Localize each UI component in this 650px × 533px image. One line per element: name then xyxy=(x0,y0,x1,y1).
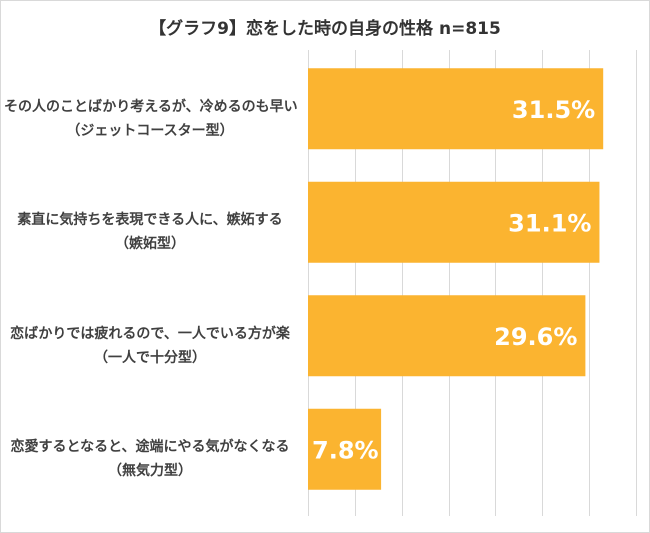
category-label-1-line2: （ジェットコースター型） xyxy=(66,123,234,139)
category-label-3-line2: （一人で十分型） xyxy=(94,350,206,366)
category-label-3-line1: 恋ばかりでは疲れるので、一人でいる方が楽 xyxy=(10,326,290,342)
bar-4 xyxy=(308,408,382,490)
category-label-4: 恋愛するとなると、途端にやる気がなくなる （無気力型） xyxy=(4,435,296,483)
chart-title: 【グラフ9】恋をした時の自身の性格 n=815 xyxy=(0,14,650,39)
category-label-1-line1: その人のことばかり考えるが、冷めるのも早い xyxy=(4,99,298,115)
category-label-4-line1: 恋愛するとなると、途端にやる気がなくなる xyxy=(10,439,290,455)
bar-1 xyxy=(308,68,604,150)
category-label-3: 恋ばかりでは疲れるので、一人でいる方が楽 （一人で十分型） xyxy=(4,322,296,370)
category-label-2: 素直に気持ちを表現できる人に、嫉妬する （嫉妬型） xyxy=(4,208,296,256)
sample-size: n=815 xyxy=(438,19,501,39)
bar-2 xyxy=(308,181,600,263)
category-label-2-line2: （嫉妬型） xyxy=(115,236,185,252)
bar-value-label-3: 29.6% xyxy=(494,323,577,351)
category-label-1: その人のことばかり考えるが、冷めるのも早い （ジェットコースター型） xyxy=(4,95,298,143)
category-label-2-line1: 素直に気持ちを表現できる人に、嫉妬する xyxy=(17,212,283,228)
bar-value-label-1: 31.5% xyxy=(512,96,595,124)
bar-3 xyxy=(308,295,586,377)
category-label-4-line2: （無気力型） xyxy=(108,463,192,479)
bar-value-label-2: 31.1% xyxy=(508,209,591,237)
bar-value-label-4: 7.8% xyxy=(312,436,379,464)
chart-title-text: 【グラフ9】恋をした時の自身の性格 xyxy=(149,19,433,39)
